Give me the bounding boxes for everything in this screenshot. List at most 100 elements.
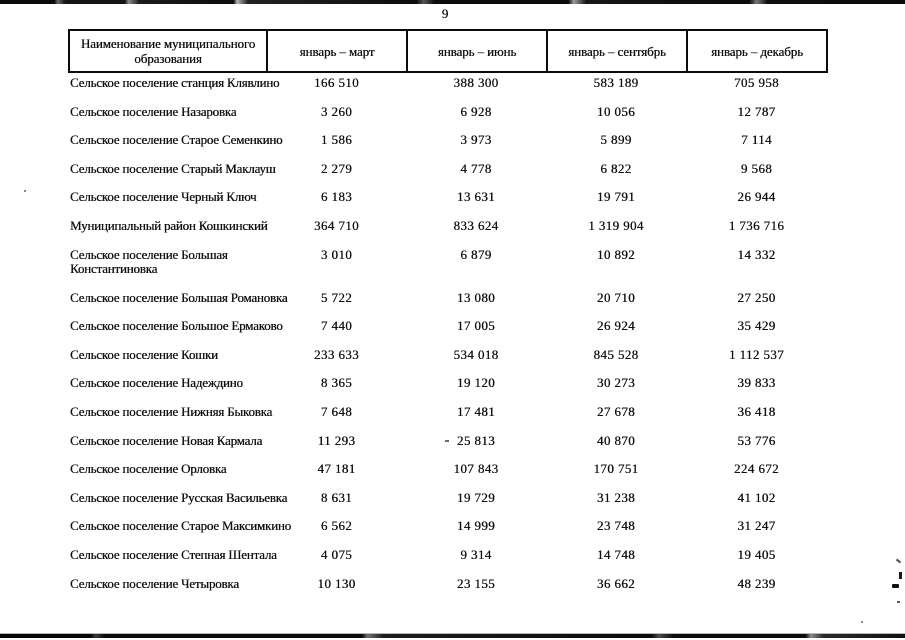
municipality-name-cell: Сельское поселение Большая Константиновк… <box>70 246 228 276</box>
municipality-name-cell: Сельское поселение Большое Ермаково <box>70 318 283 334</box>
municipality-name-cell: Сельское поселение Русская Васильевка <box>70 489 288 505</box>
value-cell: 27 250 <box>737 289 776 305</box>
value-cell: 17 005 <box>456 318 496 334</box>
value-cell: 20 710 <box>596 289 636 305</box>
value-cell: 3 973 <box>460 132 492 148</box>
municipality-name-cell: Сельское поселение Кошки <box>70 346 218 362</box>
scan-edge-bottom <box>0 633 905 638</box>
scan-artifact <box>899 572 902 579</box>
value-cell: 25 813 <box>456 432 496 448</box>
value-cell: 8 365 <box>320 375 353 391</box>
table-row: Сельское поселение Новая Кармала 11 293 25… <box>68 432 828 463</box>
value-cell: 48 239 <box>737 575 776 591</box>
municipality-name-cell: Сельское поселение Степная Шентала <box>70 546 277 562</box>
table-body: Сельское поселение станция Клявлино 166 5… <box>68 76 828 605</box>
column-header-jan-jun: январь – июнь <box>408 31 548 71</box>
municipality-name-cell: Сельское поселение Старое Максимкино <box>70 518 291 534</box>
municipality-name-cell: Сельское поселение Орловка <box>70 461 227 477</box>
scan-artifact <box>897 601 900 603</box>
value-cell: 36 418 <box>737 403 776 419</box>
value-cell: 8 631 <box>320 489 353 505</box>
column-header-jan-mar: январь – март <box>268 31 408 71</box>
value-cell: 17 481 <box>456 403 496 419</box>
value-cell: 3 010 <box>320 246 353 262</box>
value-cell: 705 958 <box>733 75 780 90</box>
value-cell: 10 056 <box>596 103 636 119</box>
value-cell: 170 751 <box>593 461 639 477</box>
value-cell: 224 672 <box>733 461 780 477</box>
value-cell: 47 181 <box>317 461 356 477</box>
value-cell: 4 778 <box>460 160 492 176</box>
table-row: Сельское поселение Черный Ключ 6 183 13 63… <box>68 190 828 219</box>
value-cell: 833 624 <box>453 217 499 233</box>
value-cell: 6 822 <box>600 160 632 176</box>
value-cell: 26 924 <box>596 318 636 334</box>
table-row: Сельское поселение Назаровка 3 260 6 928 10… <box>68 103 828 134</box>
table-row: Сельское поселение Нижняя Быковка 7 648 17… <box>68 403 828 434</box>
value-cell: 6 562 <box>320 518 353 534</box>
value-cell: 39 833 <box>737 375 776 391</box>
municipality-name-cell: Сельское поселение Надеждино <box>70 375 243 391</box>
value-cell: 14 748 <box>596 546 636 562</box>
value-cell: 11 293 <box>317 432 356 448</box>
value-cell: 6 183 <box>320 189 353 205</box>
value-cell: 5 899 <box>600 132 632 148</box>
value-cell: 30 273 <box>596 375 636 391</box>
value-cell: 31 247 <box>737 518 776 534</box>
value-cell: 6 879 <box>460 246 492 262</box>
scan-artifact <box>861 621 863 623</box>
column-header-municipality: Наименование муниципального образования <box>70 31 268 71</box>
value-cell: 31 238 <box>596 489 636 505</box>
table-row: Муниципальный район Кошкинский 364 710 833… <box>68 217 828 248</box>
column-header-jan-sep: январь – сентябрь <box>548 31 688 71</box>
value-cell: 3 260 <box>320 103 353 119</box>
scan-artifact <box>895 558 902 564</box>
table-row: Сельское поселение Орловка 47 181 107 843 1… <box>68 462 828 491</box>
value-cell: 1 319 904 <box>588 217 644 233</box>
value-cell: 10 130 <box>317 575 356 591</box>
value-cell: 19 729 <box>456 489 496 505</box>
value-cell: 1 112 537 <box>728 346 785 362</box>
value-cell: 5 722 <box>320 289 353 305</box>
municipality-name-cell: Сельское поселение Большая Романовка <box>70 289 288 305</box>
value-cell: 4 075 <box>320 546 353 562</box>
column-header-jan-dec: январь – декабрь <box>711 43 803 59</box>
value-cell: 14 332 <box>737 246 776 262</box>
value-cell: 41 102 <box>737 489 776 505</box>
municipality-name-cell: Сельское поселение станция Клявлино <box>70 75 280 90</box>
table-row: Сельское поселение Старое Максимкино 6 56… <box>68 519 828 548</box>
value-cell: 7 114 <box>741 132 772 148</box>
table-row: Сельское поселение Кошки 233 633 534 018 84… <box>68 346 828 377</box>
value-cell: 6 928 <box>460 103 492 119</box>
table-row: Сельское поселение Большая Романовка 5 72… <box>68 289 828 320</box>
value-cell: 9 568 <box>740 160 773 176</box>
municipality-name-cell: Сельское поселение Старый Маклауш <box>70 160 276 176</box>
scan-edge-top <box>0 0 905 4</box>
table-row: Сельское поселение Старый Маклауш 2 279 4 … <box>68 160 828 191</box>
value-cell: 7 648 <box>320 403 353 419</box>
municipality-name-cell: Сельское поселение Старое Семенкино <box>70 132 283 148</box>
municipality-name-cell: Сельское поселение Назаровка <box>70 103 237 119</box>
value-cell: 166 510 <box>313 75 360 90</box>
value-cell: 10 892 <box>596 246 636 262</box>
value-cell: 845 528 <box>593 346 639 362</box>
municipality-name-cell: Муниципальный район Кошкинский <box>70 217 268 233</box>
scan-artifact <box>892 584 899 588</box>
value-cell: 534 018 <box>453 346 499 362</box>
value-cell: 107 843 <box>453 461 499 477</box>
municipality-name-cell: Сельское поселение Новая Кармала <box>70 432 263 448</box>
scan-artifact <box>24 190 26 192</box>
value-cell: 7 440 <box>320 318 353 334</box>
value-cell: 12 787 <box>737 103 776 119</box>
table-row: Сельское поселение Старое Семенкино 1 586… <box>68 133 828 162</box>
value-cell: 13 631 <box>456 189 496 205</box>
value-cell: 9 314 <box>460 546 492 562</box>
value-cell: 388 300 <box>453 75 499 90</box>
value-cell: 13 080 <box>456 289 496 305</box>
value-cell: 53 776 <box>737 432 776 448</box>
value-cell: 19 120 <box>456 375 496 391</box>
table-row: Сельское поселение Степная Шентала 4 075 9… <box>68 546 828 577</box>
value-cell: 19 405 <box>737 546 776 562</box>
table-row: Сельское поселение Надеждино 8 365 19 120 3… <box>68 376 828 405</box>
value-cell: 27 678 <box>596 403 636 419</box>
